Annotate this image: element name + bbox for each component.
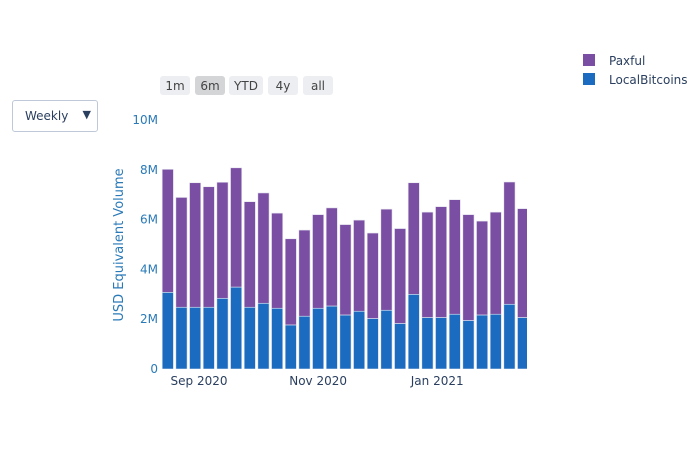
range-button-label: YTD [233, 79, 258, 93]
y-tick-label: 6M [140, 213, 158, 227]
bar-paxful[interactable] [489, 211, 502, 315]
bar-paxful[interactable] [325, 207, 338, 307]
bar-localbitcoins[interactable] [271, 307, 284, 369]
y-tick-label: 10M [132, 113, 158, 127]
bar-paxful[interactable] [161, 169, 174, 293]
range-button-1m[interactable]: 1m [160, 76, 190, 95]
bar-paxful[interactable] [394, 228, 407, 324]
bar-localbitcoins[interactable] [503, 303, 516, 369]
dropdown-selected: Weekly [25, 109, 69, 123]
bar-localbitcoins[interactable] [489, 313, 502, 369]
range-button-label: 6m [200, 79, 219, 93]
legend-swatch-paxful[interactable] [583, 54, 595, 66]
bar-paxful[interactable] [421, 211, 434, 318]
bar-paxful[interactable] [366, 232, 379, 319]
bar-paxful[interactable] [435, 206, 448, 318]
bar-paxful[interactable] [462, 214, 475, 321]
bar-localbitcoins[interactable] [448, 313, 461, 369]
bar-paxful[interactable] [312, 214, 325, 309]
bar-localbitcoins[interactable] [202, 306, 215, 369]
bar-paxful[interactable] [448, 199, 461, 315]
bar-localbitcoins[interactable] [325, 305, 338, 369]
range-button-6m[interactable]: 6m [195, 76, 225, 95]
bar-localbitcoins[interactable] [298, 315, 311, 369]
bar-paxful[interactable] [271, 212, 284, 309]
range-button-4y[interactable]: 4y [268, 76, 298, 95]
bar-localbitcoins[interactable] [353, 310, 366, 369]
y-tick-label: 4M [140, 262, 158, 276]
range-button-label: all [311, 79, 325, 93]
bar-localbitcoins[interactable] [339, 314, 352, 369]
legend-swatch-localbitcoins[interactable] [583, 73, 595, 85]
bars [161, 167, 528, 369]
y-tick-label: 8M [140, 163, 158, 177]
bar-localbitcoins[interactable] [476, 314, 489, 369]
bar-paxful[interactable] [257, 192, 270, 304]
bar-localbitcoins[interactable] [407, 293, 420, 369]
frequency-dropdown[interactable]: Weekly ▼ [12, 100, 98, 132]
bar-paxful[interactable] [284, 238, 297, 326]
bar-paxful[interactable] [503, 181, 516, 305]
bar-paxful[interactable] [243, 201, 256, 308]
bar-localbitcoins[interactable] [243, 306, 256, 369]
bar-paxful[interactable] [298, 229, 311, 317]
bar-localbitcoins[interactable] [257, 302, 270, 369]
bar-localbitcoins[interactable] [312, 307, 325, 369]
x-tick-label: Nov 2020 [289, 374, 347, 388]
bar-paxful[interactable] [189, 182, 202, 308]
y-axis-title: USD Equivalent Volume [112, 168, 127, 321]
bar-localbitcoins[interactable] [380, 309, 393, 369]
y-tick-label: 2M [140, 312, 158, 326]
legend-label-localbitcoins[interactable]: LocalBitcoins [609, 73, 688, 87]
bar-localbitcoins[interactable] [161, 292, 174, 369]
bar-localbitcoins[interactable] [394, 323, 407, 369]
bar-paxful[interactable] [407, 182, 420, 295]
range-button-label: 1m [165, 79, 184, 93]
chevron-down-icon: ▼ [82, 108, 91, 121]
bar-paxful[interactable] [202, 186, 215, 308]
bar-paxful[interactable] [353, 219, 366, 312]
bar-paxful[interactable] [230, 167, 243, 288]
range-button-YTD[interactable]: YTD [229, 76, 263, 95]
bar-localbitcoins[interactable] [421, 317, 434, 369]
bar-localbitcoins[interactable] [366, 318, 379, 369]
legend-label-paxful[interactable]: Paxful [609, 54, 645, 68]
bar-localbitcoins[interactable] [462, 320, 475, 369]
bar-localbitcoins[interactable] [216, 297, 229, 369]
bar-localbitcoins[interactable] [435, 317, 448, 369]
bar-paxful[interactable] [517, 208, 528, 318]
bar-localbitcoins[interactable] [517, 317, 528, 369]
bar-paxful[interactable] [216, 181, 229, 299]
x-tick-label: Sep 2020 [171, 374, 228, 388]
bar-localbitcoins[interactable] [230, 286, 243, 369]
range-button-all[interactable]: all [303, 76, 333, 95]
range-button-label: 4y [276, 79, 291, 93]
bar-localbitcoins[interactable] [284, 324, 297, 369]
bar-paxful[interactable] [380, 208, 393, 311]
bar-localbitcoins[interactable] [189, 306, 202, 369]
bar-paxful[interactable] [175, 197, 188, 308]
bar-localbitcoins[interactable] [175, 306, 188, 369]
x-tick-label: Jan 2021 [410, 374, 464, 388]
y-tick-label: 0 [150, 362, 158, 376]
bar-paxful[interactable] [339, 224, 352, 316]
bar-paxful[interactable] [476, 220, 489, 316]
